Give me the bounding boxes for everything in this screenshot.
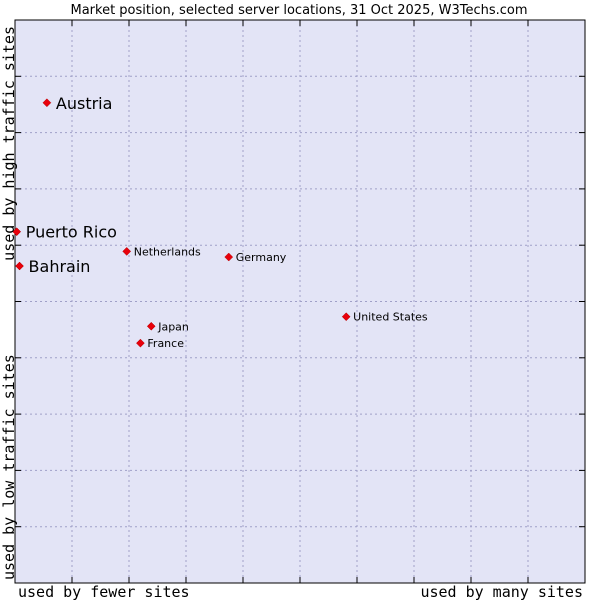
point-marker — [12, 227, 22, 237]
point-japan: Japan — [146, 320, 189, 333]
point-marker — [15, 261, 24, 271]
point-puerto-rico: Puerto Rico — [12, 223, 117, 242]
point-label: France — [147, 337, 184, 350]
point-marker — [224, 252, 234, 262]
y-axis-label-bottom: used by low traffic sites — [0, 354, 18, 580]
x-axis-label-left: used by fewer sites — [18, 583, 190, 600]
point-marker — [341, 312, 351, 322]
point-germany: Germany — [224, 251, 287, 264]
x-axis-label-right: used by many sites — [420, 583, 583, 600]
point-label: Germany — [236, 251, 287, 264]
point-label: Austria — [56, 94, 113, 113]
chart-title: Market position, selected server locatio… — [70, 3, 527, 18]
y-axis-label-top: used by high traffic sites — [0, 26, 18, 261]
grid-lines — [15, 20, 585, 583]
point-label: Puerto Rico — [26, 223, 117, 242]
data-points: Austria Puerto Rico Bahrain Netherlands Germ… — [12, 94, 428, 350]
point-label: United States — [353, 311, 428, 324]
plot-border — [14, 19, 586, 584]
point-label: Netherlands — [134, 245, 201, 258]
point-marker — [42, 98, 52, 108]
point-label: Japan — [157, 320, 189, 333]
point-label: Bahrain — [29, 257, 91, 276]
point-united-states: United States — [341, 311, 428, 324]
point-marker — [136, 338, 145, 348]
point-marker — [122, 247, 132, 256]
point-marker — [146, 321, 156, 331]
point-bahrain: Bahrain — [15, 257, 91, 276]
point-france: France — [136, 337, 184, 350]
point-netherlands: Netherlands — [122, 245, 201, 258]
point-austria: Austria — [42, 94, 113, 113]
